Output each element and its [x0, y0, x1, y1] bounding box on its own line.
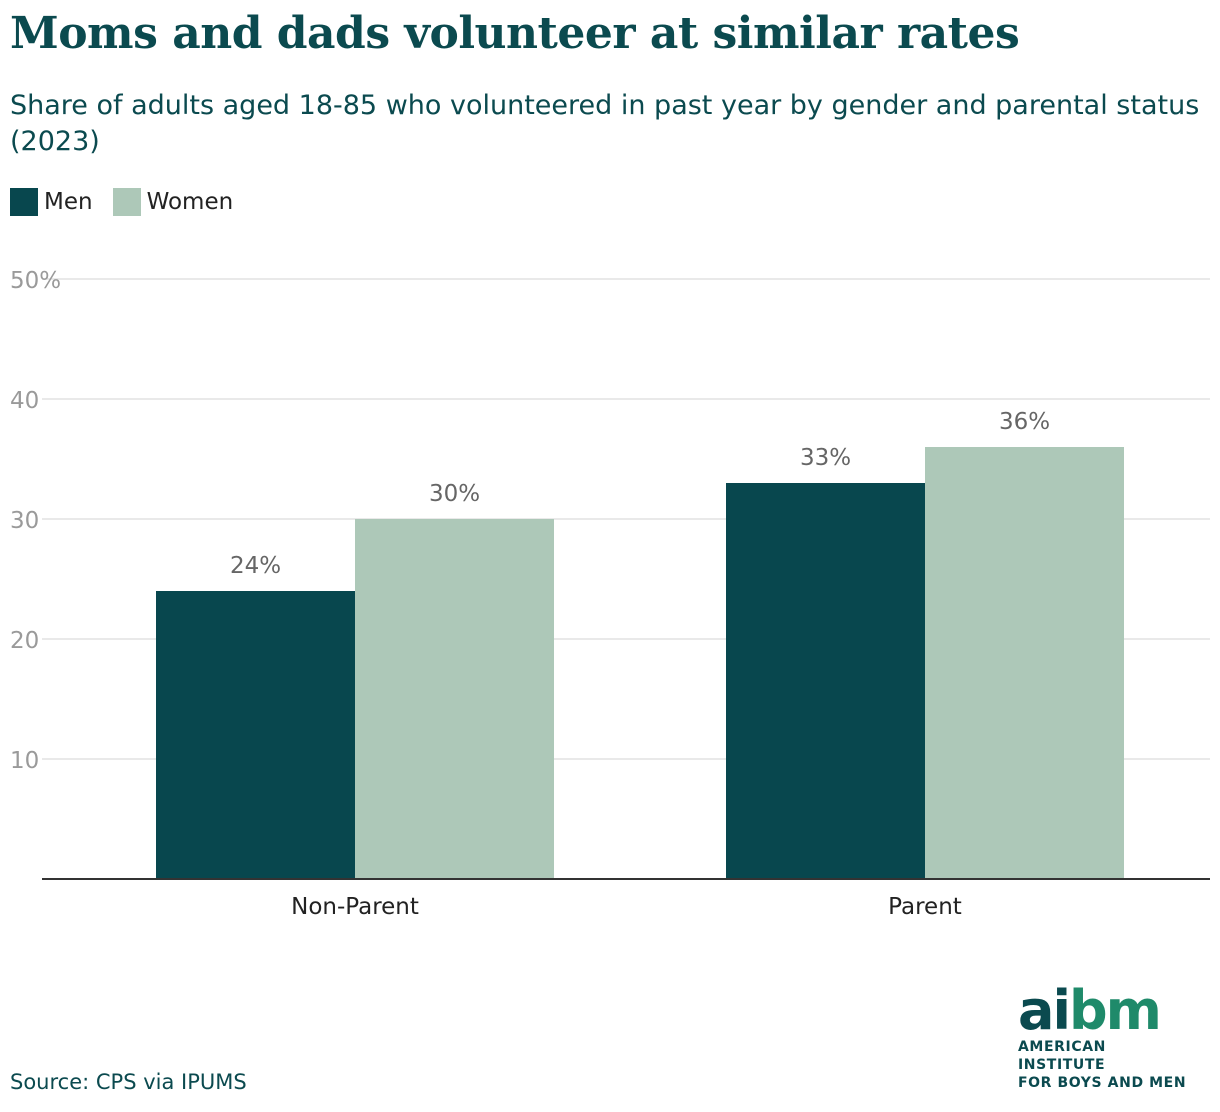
legend: Men Women [10, 188, 253, 216]
chart-title: Moms and dads volunteer at similar rates [10, 8, 1020, 59]
data-label: 33% [800, 445, 851, 471]
legend-label-women: Women [146, 189, 234, 215]
logo-wordmark-suffix: bm [1068, 979, 1162, 1042]
y-tick-label: 50% [10, 268, 61, 294]
logo-wordmark: aibm [1018, 984, 1198, 1038]
x-tick-label: Parent [888, 894, 962, 920]
legend-item-men: Men [10, 188, 93, 216]
bar [355, 519, 554, 879]
logo-line-2: FOR BOYS AND MEN [1018, 1075, 1187, 1091]
legend-item-women: Women [112, 188, 234, 216]
source-note: Source: CPS via IPUMS [10, 1070, 247, 1094]
bar [726, 483, 925, 879]
y-tick-label: 10 [10, 748, 39, 774]
bar-chart: 10 20 30 40 50% 24% 30% Non-Parent 33% 36% Parent [10, 268, 1210, 920]
y-tick-label: 30 [10, 508, 39, 534]
data-label: 36% [999, 409, 1050, 435]
legend-swatch-men [10, 188, 38, 216]
legend-label-men: Men [44, 189, 93, 215]
aibm-logo: aibm AMERICAN INSTITUTE FOR BOYS AND MEN [1018, 984, 1198, 1092]
legend-swatch-women [112, 188, 141, 216]
bar [925, 447, 1124, 879]
data-label: 30% [429, 481, 480, 507]
chart-subtitle: Share of adults aged 18-85 who volunteer… [10, 90, 1200, 157]
logo-line-1: AMERICAN INSTITUTE [1018, 1039, 1106, 1073]
y-tick-label: 20 [10, 628, 39, 654]
logo-wordmark-prefix: ai [1018, 979, 1071, 1042]
data-label: 24% [230, 553, 281, 579]
y-tick-label: 40 [10, 388, 39, 414]
bar [156, 591, 355, 879]
x-tick-label: Non-Parent [291, 894, 419, 920]
